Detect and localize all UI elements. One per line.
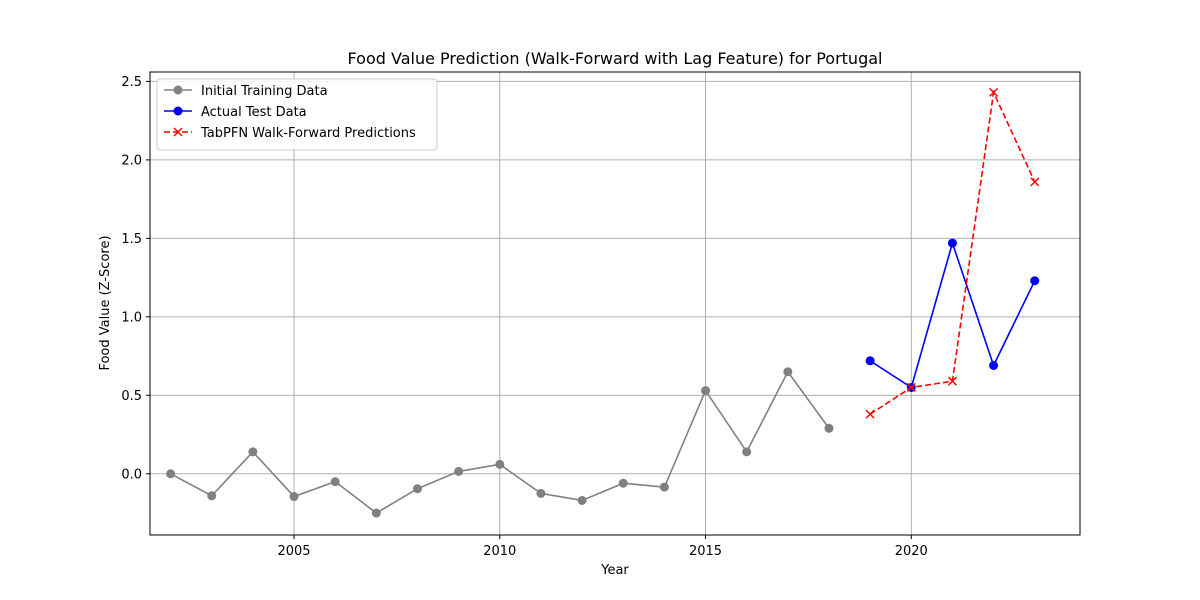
legend-item: Initial Training Data: [164, 84, 328, 99]
data-point: [989, 360, 999, 370]
data-point: [248, 447, 258, 457]
series-line: [869, 89, 1036, 415]
legend-item: Actual Test Data: [164, 105, 307, 120]
legend-box: [156, 78, 438, 151]
x-tick-label: 2010: [483, 544, 516, 559]
x-tick-label: 2020: [895, 544, 928, 559]
y-tick-label: 1.0: [121, 310, 142, 325]
series-actual-test-data: [865, 238, 1040, 392]
data-point: [1030, 276, 1040, 286]
legend: Initial Training Data Actual Test Data Tab…: [156, 78, 438, 151]
y-tick-label: 1.5: [121, 232, 142, 247]
data-point: [536, 488, 546, 498]
data-point: [906, 382, 916, 392]
legend-marker: [173, 127, 183, 137]
chart-title: Food Value Prediction (Walk-Forward with…: [348, 49, 883, 68]
series-tabpfn-walk-forward-predictions: [865, 87, 1040, 419]
data-point: [824, 423, 834, 433]
y-tick-label: 2.5: [121, 75, 142, 90]
legend-item: TabPFN Walk-Forward Predictions: [164, 126, 416, 141]
grid-lines: [150, 72, 1080, 535]
data-point: [166, 469, 176, 479]
x-axis-label: Year: [600, 563, 629, 578]
series-initial-training-data: [166, 367, 834, 518]
legend-label: Actual Test Data: [201, 105, 307, 120]
data-point: [330, 477, 340, 487]
plot-area: [166, 87, 1040, 518]
data-point: [454, 466, 464, 476]
legend-marker: [173, 106, 183, 116]
plot-frame: [149, 71, 1081, 536]
data-point: [371, 508, 381, 518]
legend-marker: [173, 85, 183, 95]
data-point: [207, 491, 217, 501]
data-point: [865, 409, 875, 419]
data-point: [618, 478, 628, 488]
data-point: [989, 87, 999, 97]
data-point: [659, 482, 669, 492]
legend-label: Initial Training Data: [201, 84, 328, 99]
y-tick-label: 0.0: [121, 467, 142, 482]
data-point: [412, 484, 422, 494]
y-tick-label: 0.5: [121, 389, 142, 404]
data-point: [701, 386, 711, 396]
y-axis-label: Food Value (Z-Score): [98, 235, 113, 370]
series-line: [869, 240, 1036, 389]
x-tick-label: 2005: [277, 544, 310, 559]
data-point: [783, 367, 793, 377]
data-point: [1030, 177, 1040, 187]
data-point: [289, 492, 299, 502]
data-point: [865, 356, 875, 366]
x-tick-label: 2015: [689, 544, 722, 559]
data-point: [495, 459, 505, 469]
axis-ticks: 2005 2010 2015 2020 0.0 0.5 1.0 1.5 2.0 2.5: [121, 75, 928, 559]
data-point: [947, 238, 957, 248]
data-point: [947, 376, 957, 386]
data-point: [742, 447, 752, 457]
legend-label: TabPFN Walk-Forward Predictions: [200, 126, 416, 141]
y-tick-label: 2.0: [121, 153, 142, 168]
data-point: [577, 495, 587, 505]
